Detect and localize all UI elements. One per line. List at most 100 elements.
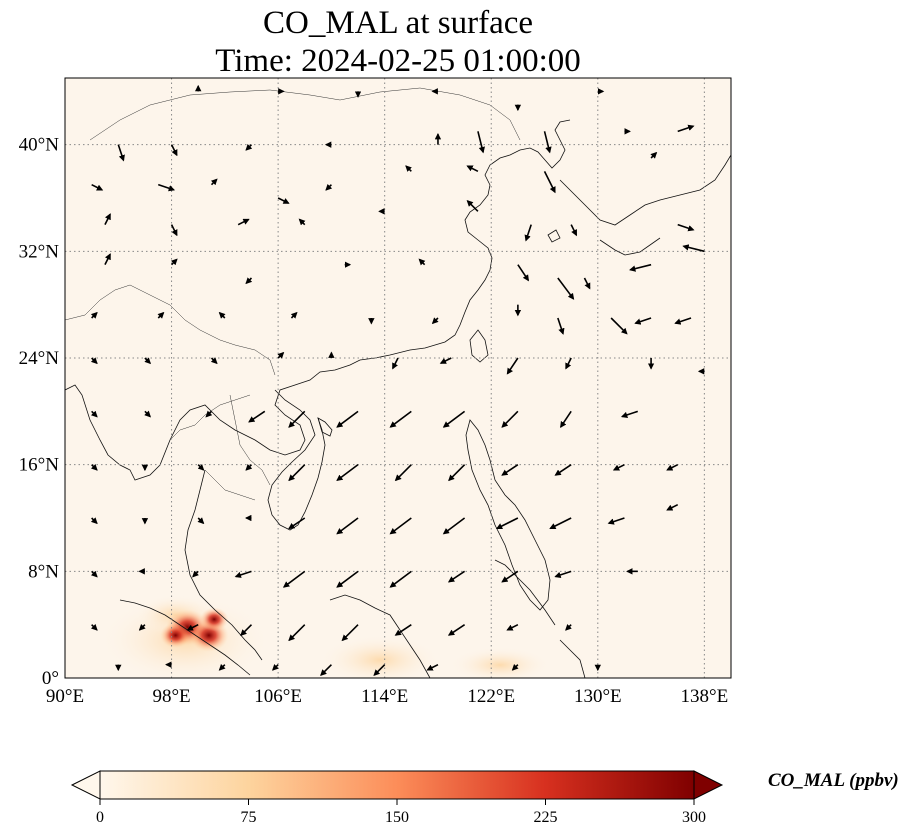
wind-arrow [90,463,98,471]
map-panel [65,78,731,678]
colorbar: 0 75 150 225 300 [70,770,724,826]
wind-arrow [506,357,519,375]
wind-arrow [336,464,359,482]
wind-arrow [405,165,413,173]
wind-arrow [650,151,658,159]
wind-arrow [543,131,552,154]
colorbar-tick-label: 150 [385,809,409,826]
y-axis-ticks: 0° 8°N 16°N 24°N 32°N 40°N [19,135,60,689]
wind-arrow [210,178,218,186]
title-line2: Time: 2024-02-25 01:00:00 [215,43,581,79]
wind-arrow [607,517,625,525]
y-tick-label: 0° [42,668,59,689]
colorbar-tick-label: 0 [96,809,104,826]
wind-arrow [418,258,426,266]
x-tick-label: 138°E [681,686,729,707]
colorbar-gradient [99,770,695,800]
wind-arrow [104,253,111,266]
wind-arrow [90,410,98,418]
y-tick-label: 16°N [19,455,60,476]
wind-arrow [557,277,575,300]
wind-arrow [245,277,253,285]
wind-arrow [290,311,298,319]
wind-arrow [554,464,572,476]
x-tick-label: 98°E [152,686,190,707]
x-tick-label: 106°E [254,686,302,707]
wind-arrow [389,570,412,588]
wind-arrow [248,410,266,423]
wind-arrow [666,463,679,471]
wind-arrow [495,517,519,530]
wind-arrow [218,311,226,319]
country-borders [65,87,521,501]
x-tick-label: 90°E [46,686,84,707]
wind-arrow [389,410,412,428]
colorbar-tick-label: 75 [241,809,257,826]
wind-arrow [336,517,359,535]
wind-arrow [288,410,306,428]
wind-arrow [448,464,466,482]
wind-arrow [373,664,386,676]
wind-arrow [288,464,306,482]
wind-arrow [144,410,152,418]
y-tick-label: 8°N [28,561,59,582]
wind-arrow [341,624,359,642]
wind-arrow [447,624,466,636]
wind-arrow [389,517,412,535]
map-frame [64,77,732,679]
wind-arrow [517,264,529,282]
wind-arrow [197,463,205,471]
wind-arrow [170,224,178,237]
wind-arrow [218,663,226,671]
wind-arrow [442,517,466,535]
wind-arrow [104,213,111,226]
y-tick-label: 32°N [19,241,60,262]
wind-arrow [288,624,306,642]
wind-arrow [245,463,253,471]
x-tick-label: 122°E [467,686,515,707]
wind-arrow [583,277,591,290]
wind-arrow [157,311,165,319]
wind-arrow [565,357,572,370]
wind-arrow [557,317,565,335]
wind-arrow [394,464,412,482]
wind-arrow [506,623,519,631]
wind-arrow [677,223,695,232]
wind-arrow [466,165,479,173]
wind-arrow [90,570,98,578]
wind-arrow [560,410,572,428]
wind-arrow [138,623,146,631]
wind-arrow [117,144,125,162]
wind-arrow [240,624,253,636]
wind-arrow [272,663,279,671]
title-line1: CO_MAL at surface [262,5,534,41]
wind-arrow [91,183,104,191]
wind-arrow [234,570,252,578]
colorbar-tick-label: 300 [682,809,706,826]
wind-arrow [431,317,439,325]
wind-vectors [90,84,705,676]
wind-arrow [186,623,199,631]
wind-arrow [570,224,578,237]
wind-arrow [144,357,152,365]
wind-arrow [666,503,679,511]
wind-arrow [245,143,253,151]
wind-arrow [336,570,359,588]
wind-arrow [677,124,695,133]
wind-arrow [549,517,572,530]
colorbar-extend-min [70,770,101,800]
wind-arrow [288,517,306,530]
wind-arrow [170,144,178,157]
wind-arrow [501,464,519,476]
colorbar-label: CO_MAL (ppbv) [768,770,899,791]
wind-arrow [524,224,532,242]
figure-title: CO_MAL at surface Time: 2024-02-25 01:00… [0,4,796,80]
wind-arrow [282,570,306,588]
wind-arrow [612,463,625,471]
wind-arrow [610,317,628,335]
wind-arrow [634,317,652,325]
wind-arrow [466,200,479,212]
wind-arrow [442,410,466,428]
wind-arrow [477,131,485,154]
wind-arrow [205,410,213,418]
